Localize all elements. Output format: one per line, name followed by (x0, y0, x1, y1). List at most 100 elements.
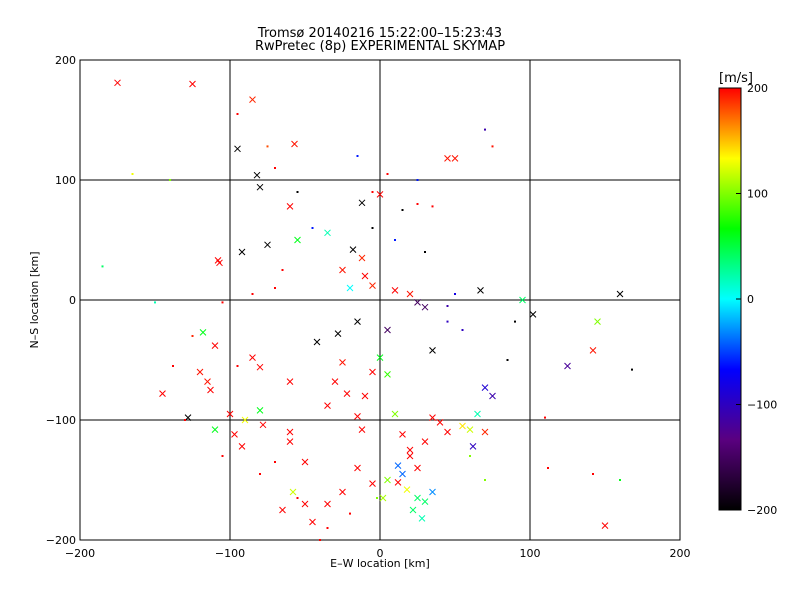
data-point-x (384, 476, 391, 484)
data-point-x (451, 155, 459, 162)
data-point-x (196, 368, 204, 376)
data-point-x (331, 378, 339, 385)
data-point-dot (547, 467, 549, 469)
data-point-x (324, 229, 331, 237)
data-point-dot (326, 527, 329, 529)
y-tick-label: 0 (69, 294, 76, 307)
data-point-x (421, 303, 429, 311)
data-point-dot (169, 179, 171, 181)
data-point-x (234, 145, 241, 153)
data-point-dot (154, 301, 156, 304)
data-point-x (231, 431, 238, 438)
data-point-x (249, 354, 256, 361)
data-point-x (429, 347, 436, 354)
data-point-dot (544, 416, 546, 419)
colorbar-tick-label: −100 (747, 399, 777, 412)
data-point-dot (446, 305, 449, 307)
data-point-x (249, 96, 256, 103)
data-point-x (616, 290, 624, 298)
data-point-x (529, 311, 537, 318)
data-point-x (594, 318, 601, 325)
data-point-x (289, 488, 297, 496)
data-point-x (429, 488, 436, 496)
data-point-dot (446, 320, 449, 323)
data-point-x (346, 284, 354, 292)
chart-title: Tromsø 20140216 15:22:00–15:23:43 (257, 26, 502, 41)
data-point-x (286, 203, 294, 210)
data-point-x (291, 140, 298, 148)
data-point-x (409, 506, 417, 514)
data-point-x (301, 458, 309, 466)
data-point-x (466, 426, 474, 433)
data-point-dot (259, 473, 261, 475)
y-tick-label: −200 (46, 534, 76, 547)
data-point-dot (484, 128, 486, 131)
data-point-dot (454, 293, 456, 295)
data-point-x (256, 363, 264, 371)
data-point-x (211, 426, 219, 433)
data-point-x (211, 342, 219, 349)
data-point-x (477, 287, 484, 294)
colorbar-tick-label: −200 (747, 504, 777, 517)
data-point-x (286, 428, 294, 436)
data-point-x (324, 402, 331, 409)
data-point-x (253, 171, 261, 179)
data-point-dot (484, 479, 486, 481)
data-point-dot (274, 287, 276, 289)
data-point-x (421, 498, 429, 505)
data-point-x (429, 414, 436, 421)
x-tick-label: 200 (670, 547, 691, 560)
data-point-x (286, 438, 294, 445)
x-tick-label: 100 (520, 547, 541, 560)
data-point-x (399, 431, 406, 438)
data-point-x (238, 443, 246, 450)
colorbar-tick-label: 200 (747, 82, 768, 95)
data-point-x (207, 386, 214, 394)
colorbar-tick-label: 0 (747, 293, 754, 306)
data-point-dot (461, 329, 464, 331)
data-point-x (199, 329, 207, 336)
data-point-dot (236, 365, 239, 367)
data-point-x (369, 368, 376, 376)
data-point-x (469, 443, 477, 450)
data-point-x (481, 384, 489, 391)
data-point-x (114, 79, 121, 87)
data-point-dot (394, 239, 396, 241)
data-point-x (354, 464, 361, 472)
data-point-x (361, 392, 369, 400)
data-point-x (216, 259, 223, 267)
data-point-x (339, 488, 346, 496)
data-point-x (384, 371, 391, 378)
data-point-dot (386, 173, 389, 175)
x-tick-label: 0 (377, 547, 384, 560)
data-point-x (301, 500, 309, 508)
data-point-x (334, 330, 342, 337)
data-point-dot (401, 209, 404, 211)
data-point-x (309, 518, 316, 526)
data-point-x (399, 470, 406, 478)
data-point-dot (431, 205, 434, 208)
data-point-x (489, 392, 496, 400)
data-point-dot (416, 179, 419, 181)
data-point-dot (491, 145, 494, 148)
data-point-x (403, 486, 411, 493)
data-point-x (414, 464, 421, 472)
data-point-x (406, 290, 414, 298)
data-point-x (226, 410, 234, 418)
data-point-dot (281, 269, 284, 271)
data-point-x (256, 183, 264, 191)
data-point-x (414, 299, 421, 306)
data-point-x (459, 422, 466, 430)
data-point-x (391, 287, 399, 294)
data-point-x (379, 494, 387, 502)
data-point-dot (221, 455, 224, 457)
y-tick-label: −100 (46, 414, 76, 427)
data-point-dot (311, 227, 314, 229)
data-point-x (406, 446, 414, 454)
data-point-x (564, 362, 571, 370)
data-point-x (444, 155, 451, 162)
data-point-x (384, 326, 391, 334)
data-point-x (204, 378, 211, 385)
data-point-dot (349, 512, 351, 515)
